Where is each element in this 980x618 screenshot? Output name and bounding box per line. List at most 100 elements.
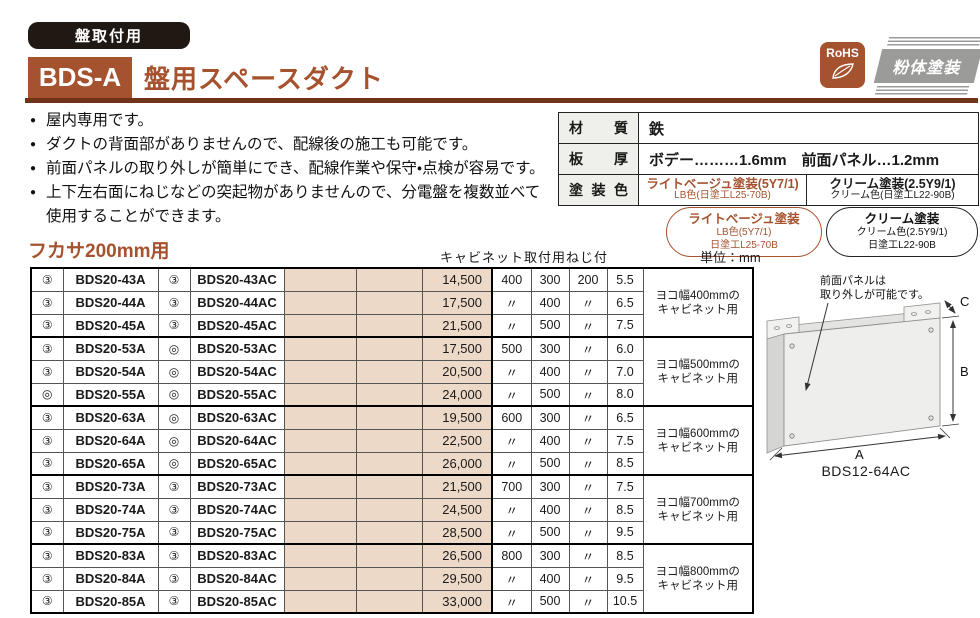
spec-value-material: 鉄 [637,112,980,144]
screws-included-note: キャビネット取付用ねじ付 [440,250,609,265]
model-number-cream: BDS20-65AC [189,451,285,476]
feature-list: ● 屋内専用です。 ● ダクトの背面部がありませんので、配線後の施工も可能です。 ● 前面… [30,109,575,229]
availability-marker: ③ [157,520,191,545]
spec-label-material: 材 質 [558,112,639,144]
empty-cell [355,405,423,430]
dim-b-cell: 400 [530,359,570,384]
feature-text: 前面パネルの取り外しが簡単にでき、配線作業や保守・点検が容易です。 [46,160,545,177]
dim-c-cell: 〃 [568,497,608,522]
empty-cell [283,589,357,614]
dim-c-arrow [944,300,956,314]
model-number-cream: BDS20-53AC [189,336,285,361]
availability-marker: ③ [157,589,191,614]
dim-c-cell: 200 [568,267,608,292]
weight-cell: 5.5 [606,267,644,292]
availability-marker: ③ [157,566,191,591]
dim-c-label: C [960,294,969,309]
availability-marker: ③ [30,566,64,591]
empty-cell [283,382,357,407]
empty-cell [355,359,423,384]
model-number-cream: BDS20-63AC [189,405,285,430]
model-number-cream: BDS20-64AC [189,428,285,453]
model-number-cream: BDS20-44AC [189,290,285,315]
duct-body-drawing [766,302,941,454]
dim-b-label: B [960,364,969,379]
empty-cell [355,451,423,476]
dim-c-cell: 〃 [568,290,608,315]
availability-marker: ③ [30,497,64,522]
availability-marker: ◎ [30,382,64,407]
dim-c-cell: 〃 [568,543,608,568]
model-number-cream: BDS20-74AC [189,497,285,522]
feature-item: ● 前面パネルの取り外しが簡単にでき、配線作業や保守・点検が容易です。 [30,157,575,181]
availability-marker: ③ [30,359,64,384]
table-row: ③ BDS20-73A ③ BDS20-73AC 21,500 700 300 〃 7.5 ヨコ幅… [30,474,754,545]
pill-lb-color: LB色(5Y7/1) [716,226,772,238]
weight-cell: 7.5 [606,474,644,499]
empty-cell [355,267,423,292]
cabinet-note-cell: ヨコ幅600mmの キャビネット用 [642,405,754,476]
dim-a-arrow [774,433,946,459]
model-number-cream: BDS20-75AC [189,520,285,545]
model-number: BDS20-75A [62,520,159,545]
model-number: BDS20-43A [62,267,159,292]
page-title: 盤用スペースダクト [144,64,384,94]
model-number: BDS20-55A [62,382,159,407]
empty-cell [283,313,357,338]
weight-cell: 7.5 [606,313,644,338]
paint-cream-code: クリーム色(日塗工L22-90B) [830,190,955,201]
model-number-cream: BDS20-43AC [189,267,285,292]
feature-item: ● 上下左右面にねじなどの突起物がありませんので、分電盤を複数並べて [30,181,575,205]
cabinet-note-cell: ヨコ幅700mmの キャビネット用 [642,474,754,545]
model-number: BDS20-84A [62,566,159,591]
dim-c-cell: 〃 [568,336,608,361]
weight-cell: 6.5 [606,290,644,315]
feature-item: ●使用することができます。 [30,205,575,229]
price-cell: 17,500 [421,290,493,315]
rohs-label: RoHS [826,46,859,60]
screw-icon [789,343,795,349]
dim-c-cell: 〃 [568,520,608,545]
table-row: ③ BDS20-74A ③ BDS20-74AC 24,500 〃 400 〃 8.5 [30,497,753,522]
empty-cell [355,290,423,315]
empty-cell [355,428,423,453]
dim-a-cell: 800 [491,543,532,568]
leaf-icon [831,63,854,79]
weight-cell: 10.5 [606,589,644,614]
model-number-cream: BDS20-73AC [189,474,285,499]
availability-marker: ③ [157,497,191,522]
feature-text: 屋内専用です。 [46,112,153,129]
dim-a-cell: 〃 [491,566,532,591]
bullet-icon: ● [30,115,37,126]
availability-marker: ◎ [157,428,191,453]
panel-annotation-line2: 取り外しが可能です。 [820,287,929,301]
weight-cell: 8.0 [606,382,644,407]
screw-icon [928,327,934,333]
dim-b-cell: 500 [530,520,570,545]
bullet-icon: ● [30,163,37,174]
model-number: BDS20-44A [62,290,159,315]
dim-b-cell: 300 [530,336,570,361]
weight-cell: 9.5 [606,566,644,591]
model-number: BDS20-53A [62,336,159,361]
availability-marker: ③ [157,290,191,315]
availability-marker: ◎ [157,336,191,361]
availability-marker: ③ [157,543,191,568]
weight-cell: 7.5 [606,428,644,453]
dim-a-cell: 〃 [491,313,532,338]
feature-text: 上下左右面にねじなどの突起物がありませんので、分電盤を複数並べて [46,184,541,201]
empty-cell [355,474,423,499]
empty-cell [283,451,357,476]
table-row: ③ BDS20-85A ③ BDS20-85AC 33,000 〃 500 〃 10.5 [30,589,753,614]
price-cell: 22,500 [421,428,493,453]
table-row: ③ BDS20-53A ◎ BDS20-53AC 17,500 500 300 〃 6.0 ヨコ幅… [30,336,754,407]
cabinet-note-cell: ヨコ幅800mmの キャビネット用 [642,543,754,614]
weight-cell: 8.5 [606,451,644,476]
empty-cell [355,520,423,545]
dim-b-cell: 500 [530,451,570,476]
dim-a-cell: 〃 [491,382,532,407]
table-row: ③ BDS20-43A ③ BDS20-43AC 14,500 400 300 200 5.5 ヨ… [30,267,754,338]
price-cell: 28,500 [421,520,493,545]
model-number: BDS20-64A [62,428,159,453]
dim-a-cell: 600 [491,405,532,430]
